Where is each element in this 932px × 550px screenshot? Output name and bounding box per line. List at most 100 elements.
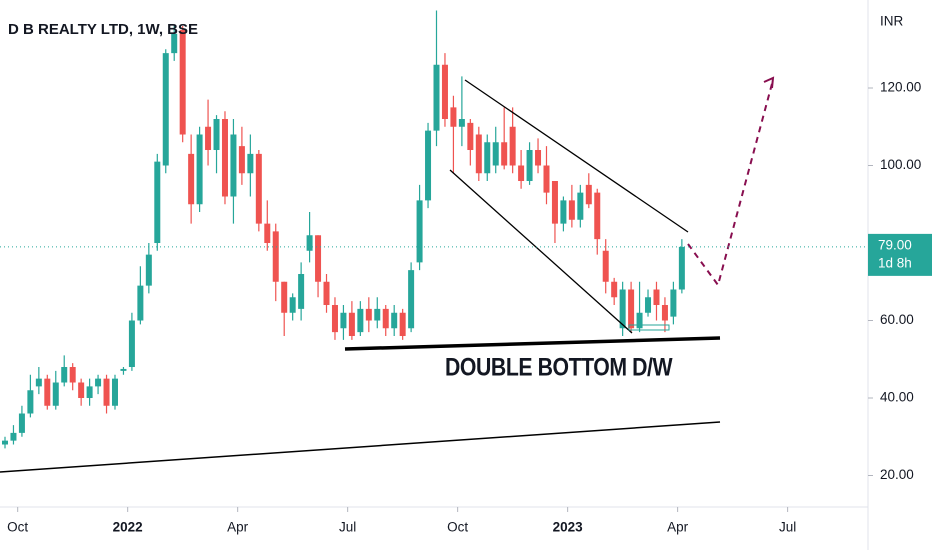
channel-line (449, 169, 633, 334)
candle-body (484, 142, 491, 174)
candle-body (95, 378, 102, 387)
candle-body (238, 146, 245, 174)
y-tick-label: 40.00 (880, 390, 914, 405)
candle-body (458, 119, 465, 127)
candle-body (78, 382, 85, 399)
candle-body (103, 378, 110, 406)
candle-body (382, 308, 389, 329)
candle-body (188, 153, 195, 205)
x-tick-label: Apr (667, 520, 689, 535)
candle-body (450, 107, 457, 127)
candle-body (213, 119, 220, 151)
candle-body (179, 29, 186, 135)
candle-body (331, 305, 338, 333)
y-tick-label: 100.00 (880, 157, 921, 172)
candle-body (145, 254, 152, 286)
candle-body (348, 312, 355, 337)
candle-body (281, 281, 288, 313)
y-tick-label: 60.00 (880, 312, 914, 327)
candle-body (670, 289, 677, 317)
candle-body (137, 285, 144, 321)
candle-body (86, 386, 93, 399)
candle-body (315, 235, 322, 282)
candle-body (306, 235, 313, 251)
candle-body (255, 153, 262, 224)
candle-body (391, 312, 398, 329)
candle-body (678, 246, 685, 290)
candle-body (18, 413, 25, 433)
candle-body (501, 142, 508, 166)
candle-body (602, 250, 609, 282)
candle-body (611, 281, 618, 298)
x-tick-label: 2023 (553, 520, 584, 535)
y-tick-label: 120.00 (880, 80, 921, 95)
candle-body (272, 231, 279, 282)
plot (2, 10, 685, 449)
projection (687, 79, 774, 288)
channel-line (464, 79, 689, 233)
candle-body (230, 134, 237, 197)
countdown: 1d 8h (878, 255, 912, 270)
candle-body (221, 119, 228, 197)
candle-body (661, 305, 668, 321)
candle-body (61, 367, 68, 383)
projection-arrow (763, 76, 775, 89)
candle-body (399, 312, 406, 337)
candle-body (577, 192, 584, 220)
candle-body (44, 378, 51, 406)
last-price-label: 79.00 (878, 237, 912, 252)
bottom-box (628, 324, 670, 331)
candle-body (408, 270, 415, 329)
candle-body (518, 165, 525, 182)
candle-body (120, 368, 127, 371)
chart-title: D B REALTY LTD, 1W, BSE (8, 21, 198, 38)
candle-body (69, 367, 76, 383)
candle-body (365, 308, 372, 321)
candle-body (340, 312, 347, 329)
candle-body (374, 308, 381, 321)
candle-body (247, 153, 254, 174)
y-tick-label: 20.00 (880, 467, 914, 482)
candle-body (585, 184, 592, 205)
candle-body (653, 289, 660, 306)
candle-body (171, 33, 178, 54)
candle-body (619, 289, 626, 329)
candle-body (551, 181, 558, 224)
support-line (344, 336, 721, 351)
x-tick-label: Jul (779, 520, 796, 535)
candle-body (560, 200, 567, 224)
candle-body (645, 297, 652, 313)
candle-body (154, 161, 161, 244)
candle-body (425, 130, 432, 201)
x-tick-label: Oct (447, 520, 468, 535)
candle-body (323, 281, 330, 306)
candle-body (543, 165, 550, 193)
x-tick-label: Apr (227, 520, 249, 535)
candle-body (128, 320, 135, 368)
candle-body (111, 378, 118, 406)
candle-body (416, 200, 423, 263)
candle-body (628, 289, 635, 329)
candle-body (535, 150, 542, 166)
candle-body (357, 308, 364, 333)
candle-body (475, 134, 482, 174)
candle-body (441, 64, 448, 120)
candle-body (205, 126, 212, 151)
candle-body (526, 150, 533, 182)
candle-body (492, 142, 499, 166)
candle-body (594, 192, 601, 240)
candle-body (509, 126, 516, 166)
candle-body (2, 440, 9, 445)
candle-body (264, 223, 271, 244)
candle-body (10, 432, 17, 441)
candle-body (162, 53, 169, 166)
candle-body (35, 378, 42, 387)
candle-body (196, 134, 203, 205)
candle-body (298, 274, 305, 309)
candle-body (289, 297, 296, 313)
x-tick-label: Jul (339, 520, 356, 535)
candle-body (467, 122, 474, 151)
x-tick-label: 2022 (113, 520, 143, 535)
